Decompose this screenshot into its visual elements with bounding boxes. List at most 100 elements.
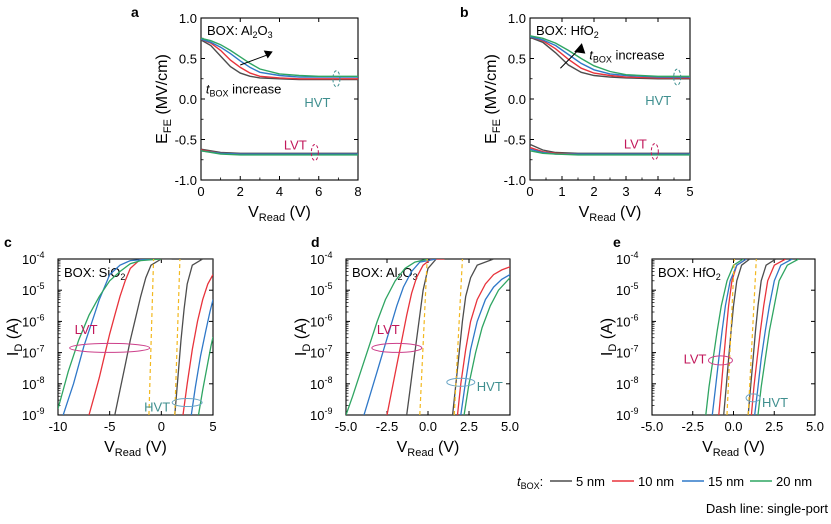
efe-curve-20nm-lower <box>201 150 358 156</box>
hvt-ellipse-c <box>171 398 203 408</box>
lvt-ellipse-e <box>707 355 733 366</box>
x-tick-label-d: 5.0 <box>501 419 519 434</box>
x-tick-label-d: 2.5 <box>460 419 478 434</box>
panel-d: -5.0 -2.5 0.0 2.5 5.0 10-9 10-8 10-7 10-6 10-5 10-… <box>293 250 519 459</box>
efe-curve-20nm-upper <box>201 37 358 77</box>
plot-area-e <box>705 259 800 415</box>
x-tick-label-d: 0.0 <box>419 419 437 434</box>
lvt-label-a: LVT <box>284 137 307 152</box>
efe-curve-5nm-lower <box>530 143 690 154</box>
y-tick-label-a: 0.0 <box>179 92 197 107</box>
panel-letter-c: c <box>4 234 12 250</box>
id-curve-lvt-20nm <box>705 259 744 415</box>
y-tick-label-d: 10-5 <box>310 281 332 298</box>
lvt-label-d: LVT <box>377 322 400 337</box>
single-port-dash-line <box>726 259 735 415</box>
y-tick-label-b: 1.0 <box>508 11 526 26</box>
tbox-increase-annotation: tBOX increase <box>206 81 281 98</box>
id-curve-hvt-10nm <box>182 274 213 415</box>
panel-b: 0 1 2 3 4 5 -1.0 -0.5 0.0 0.5 1.0 VRead (V) EFE (MV/… <box>483 11 694 224</box>
increase-arrow-line <box>240 53 269 66</box>
y-tick-label-e: 10-4 <box>616 250 638 267</box>
y-tick-label-d: 10-4 <box>310 250 332 267</box>
efe-curve-10nm-upper <box>530 35 690 79</box>
hvt-label-b: HVT <box>645 93 671 108</box>
lvt-ellipse-d <box>371 342 423 353</box>
plot-area-a <box>201 37 358 156</box>
box-label-a: BOX: Al2O3 <box>207 23 273 40</box>
y-tick-label-c: 10-4 <box>22 250 44 267</box>
id-curve-lvt-20nm <box>346 259 429 415</box>
x-tick-label-b: 4 <box>654 184 661 199</box>
id-curve-hvt-20nm <box>463 277 510 415</box>
lvt-label-c: LVT <box>75 322 98 337</box>
hvt-label-a: HVT <box>304 95 330 110</box>
x-tick-label-a: 6 <box>315 184 322 199</box>
single-port-dash-line <box>148 259 155 415</box>
box-label-b: BOX: HfO2 <box>536 23 599 40</box>
hvt-label-e: HVT <box>762 395 788 410</box>
y-tick-label-a: 0.5 <box>179 52 197 67</box>
y-tick-label-e: 10-9 <box>616 406 638 423</box>
x-tick-label-c: 0 <box>158 419 165 434</box>
y-axis-label-e: ID (A) <box>599 318 619 356</box>
y-tick-label-a: -1.0 <box>175 173 197 188</box>
hvt-marker-ellipse <box>673 68 682 86</box>
x-tick-label-d: -2.5 <box>376 419 398 434</box>
id-curve-hvt-5nm <box>174 259 213 415</box>
y-axis-label-d: ID (A) <box>293 318 313 356</box>
single-port-dash-line <box>419 259 428 415</box>
plot-area-b <box>530 35 690 156</box>
y-tick-label-c: 10-5 <box>22 281 44 298</box>
x-tick-label-b: 0 <box>526 184 533 199</box>
efe-curve-20nm-upper <box>530 35 690 77</box>
increase-arrow-head <box>263 50 273 59</box>
x-tick-label-e: 5.0 <box>806 419 824 434</box>
hvt-label-d: HVT <box>477 379 503 394</box>
x-tick-label-e: 2.5 <box>765 419 783 434</box>
plot-frame-e <box>651 258 816 416</box>
y-tick-label-e: 10-8 <box>616 375 638 392</box>
y-tick-label-a: 1.0 <box>179 11 197 26</box>
box-label-c: BOX: SiO2 <box>64 265 125 282</box>
legend-title: tBOX: <box>517 474 543 491</box>
x-tick-label-c: -5 <box>104 419 116 434</box>
efe-curve-10nm-upper <box>201 38 358 80</box>
x-tick-label-b: 1 <box>558 184 565 199</box>
efe-curve-5nm-lower <box>201 148 358 154</box>
x-tick-label-e: 0.0 <box>724 419 742 434</box>
x-tick-label-b: 5 <box>686 184 693 199</box>
lvt-marker-ellipse <box>650 143 659 161</box>
y-tick-label-e: 10-7 <box>616 344 638 361</box>
single-port-dash-line <box>174 259 181 415</box>
x-tick-label-a: 2 <box>237 184 244 199</box>
increase-arrow-head <box>574 43 586 54</box>
id-curve-hvt-20nm <box>757 259 800 415</box>
id-curve-hvt-5nm <box>747 259 777 415</box>
efe-curve-15nm-upper <box>201 38 358 78</box>
y-tick-label-d: 10-9 <box>310 406 332 423</box>
tbox-increase-annotation: tBOX increase <box>589 47 664 64</box>
y-tick-label-c: 10-8 <box>22 375 44 392</box>
legend-prefix: t <box>517 474 522 489</box>
id-curve-lvt-5nm <box>723 259 751 415</box>
id-curve-hvt-15nm <box>754 259 793 415</box>
y-tick-label-b: -0.5 <box>504 133 526 148</box>
id-curve-lvt-10nm <box>718 259 747 415</box>
panel-letter-e: e <box>613 234 621 250</box>
id-curve-hvt-15nm <box>460 274 510 415</box>
panel-c: -10 -5 0 5 10-9 10-8 10-7 10-6 10-5 10-4 VRead (V)… <box>5 250 217 459</box>
efe-curve-5nm-upper <box>201 39 358 81</box>
panel-e: -5.0 -2.5 0.0 2.5 5.0 10-9 10-8 10-7 10-6 10-5 10-… <box>599 250 824 459</box>
x-tick-label-a: 4 <box>276 184 283 199</box>
lvt-marker-ellipse <box>310 143 319 161</box>
panel-a: 0 2 4 6 8 -1.0 -0.5 0.0 0.5 1.0 VRead (V) EFE (MV/c… <box>154 11 362 224</box>
x-tick-label-c: 5 <box>209 419 216 434</box>
y-tick-label-b: -1.0 <box>504 173 526 188</box>
efe-curve-20nm-lower <box>530 150 690 156</box>
dash-line-note: Dash line: single-port <box>706 501 829 516</box>
x-axis-label-b: VRead (V) <box>579 204 642 224</box>
legend-label-5nm: 5 nm <box>576 474 605 489</box>
y-tick-label-c: 10-7 <box>22 344 44 361</box>
